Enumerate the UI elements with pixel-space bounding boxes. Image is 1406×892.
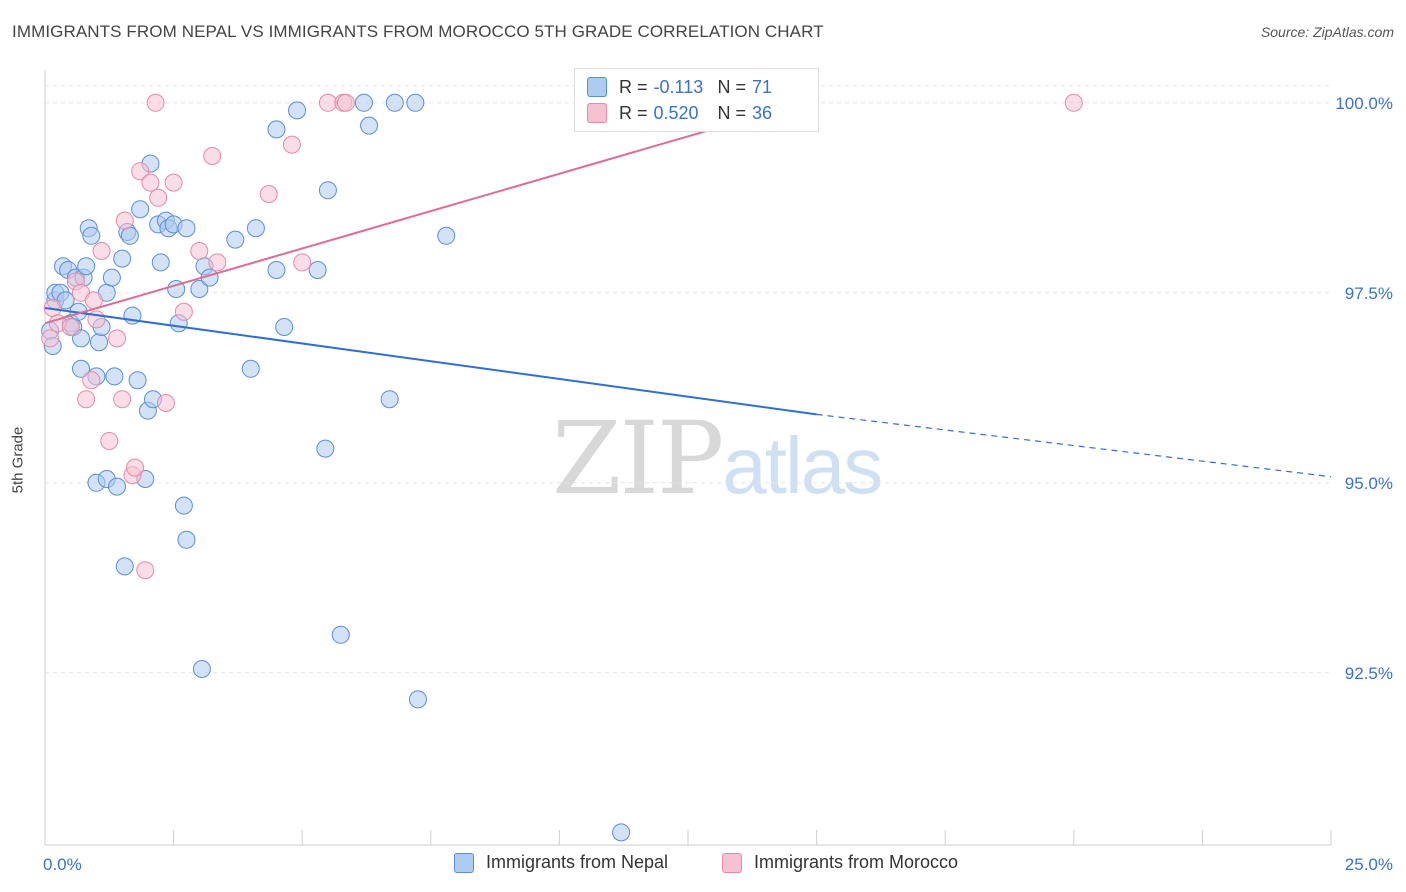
point-nepal-26 <box>108 477 127 496</box>
point-morocco-10 <box>92 242 111 260</box>
point-morocco-33 <box>336 93 355 112</box>
point-nepal-62 <box>331 625 350 644</box>
point-morocco-12 <box>108 329 127 348</box>
trendline-nepal <box>44 307 817 416</box>
legend-swatch-nepal <box>587 77 607 97</box>
point-nepal-25 <box>105 367 124 386</box>
point-morocco-18 <box>136 561 155 580</box>
y-tick-label-3: 92.5% <box>1345 664 1393 683</box>
x-tick-label-1: 25.0% <box>1345 855 1393 874</box>
point-nepal-68 <box>408 690 427 709</box>
point-nepal-54 <box>246 219 265 238</box>
legend-n-value-nepal: 71 <box>752 76 773 97</box>
point-nepal-58 <box>288 101 307 120</box>
point-nepal-24 <box>102 268 121 287</box>
point-nepal-27 <box>113 249 132 268</box>
chart-title: IMMIGRANTS FROM NEPAL VS IMMIGRANTS FROM… <box>12 22 824 41</box>
point-nepal-45 <box>174 496 193 515</box>
legend-r-label-morocco: R = <box>619 102 648 123</box>
point-nepal-69 <box>437 226 456 245</box>
legend-row-morocco: R = 0.520 N = 36 <box>587 101 816 125</box>
point-nepal-48 <box>190 280 209 298</box>
point-morocco-17 <box>131 162 150 181</box>
point-nepal-49 <box>192 660 211 678</box>
point-morocco-25 <box>190 242 209 260</box>
legend-swatch-morocco <box>587 103 607 123</box>
point-nepal-55 <box>267 120 286 139</box>
point-morocco-6 <box>77 390 96 409</box>
point-morocco-28 <box>259 185 278 203</box>
point-nepal-28 <box>115 557 134 576</box>
point-morocco-7 <box>82 371 101 390</box>
y-tick-label-2: 95.0% <box>1345 474 1393 493</box>
point-morocco-23 <box>164 173 183 192</box>
trendline-morocco <box>44 98 817 325</box>
point-morocco-31 <box>318 93 337 112</box>
point-nepal-17 <box>82 226 101 245</box>
point-morocco-27 <box>208 253 227 272</box>
legend-r-value-morocco: 0.520 <box>653 102 699 123</box>
point-nepal-47 <box>177 530 196 549</box>
point-nepal-64 <box>360 116 379 135</box>
y-tick-label-0: 100.0% <box>1335 94 1393 113</box>
point-nepal-56 <box>267 261 286 279</box>
point-nepal-15 <box>77 257 96 276</box>
point-morocco-21 <box>149 188 168 207</box>
point-nepal-30 <box>120 226 139 245</box>
series-name-nepal: Immigrants from Nepal <box>486 852 669 872</box>
source-label: Source: ZipAtlas.com <box>1260 24 1394 40</box>
y-tick-label-1: 97.5% <box>1345 284 1393 303</box>
point-nepal-12 <box>72 329 91 348</box>
point-nepal-70 <box>612 823 631 842</box>
point-nepal-57 <box>275 318 294 336</box>
legend-n-value-morocco: 36 <box>752 102 773 123</box>
point-nepal-61 <box>318 181 337 200</box>
point-morocco-13 <box>113 390 132 409</box>
point-morocco-3 <box>61 318 80 336</box>
point-nepal-46 <box>177 219 196 238</box>
legend-row-nepal: R = -0.113 N = 71 <box>587 75 816 99</box>
point-nepal-53 <box>241 359 260 378</box>
point-nepal-60 <box>316 439 335 458</box>
point-morocco-22 <box>156 394 175 412</box>
point-morocco-20 <box>146 93 165 112</box>
point-morocco-19 <box>141 173 160 192</box>
point-morocco-16 <box>126 458 145 477</box>
point-nepal-39 <box>151 253 170 272</box>
point-nepal-32 <box>128 371 147 390</box>
point-morocco-26 <box>203 147 222 165</box>
correlation-legend: R = -0.113 N = 71 R = 0.520 N = 36 <box>574 68 819 132</box>
point-nepal-59 <box>308 261 327 279</box>
series-swatch-morocco <box>722 852 742 873</box>
x-tick-label-0: 0.0% <box>43 855 82 874</box>
point-nepal-63 <box>354 93 373 112</box>
trendline-nepal-extension <box>816 413 1332 478</box>
point-nepal-52 <box>226 230 245 249</box>
point-morocco-29 <box>282 135 301 154</box>
series-name-morocco: Immigrants from Morocco <box>754 852 959 872</box>
point-nepal-33 <box>131 200 150 219</box>
point-nepal-65 <box>380 390 399 409</box>
legend-r-label-nepal: R = <box>619 76 648 97</box>
series-legend-morocco: Immigrants from Morocco <box>722 852 958 873</box>
point-nepal-13 <box>72 359 91 378</box>
point-morocco-24 <box>174 302 193 321</box>
point-nepal-67 <box>406 93 425 112</box>
legend-n-label-morocco: N = <box>717 102 747 123</box>
point-morocco-14 <box>115 211 134 230</box>
point-morocco-0 <box>41 329 60 348</box>
series-legend-nepal: Immigrants from Nepal <box>454 852 668 873</box>
point-nepal-20 <box>90 333 109 352</box>
legend-n-label-nepal: N = <box>717 76 747 97</box>
point-morocco-30 <box>293 253 312 272</box>
series-swatch-nepal <box>454 852 474 873</box>
legend-r-value-nepal: -0.113 <box>653 76 704 97</box>
point-morocco-11 <box>100 432 119 450</box>
point-morocco-35 <box>1064 93 1083 112</box>
point-nepal-66 <box>385 93 404 112</box>
